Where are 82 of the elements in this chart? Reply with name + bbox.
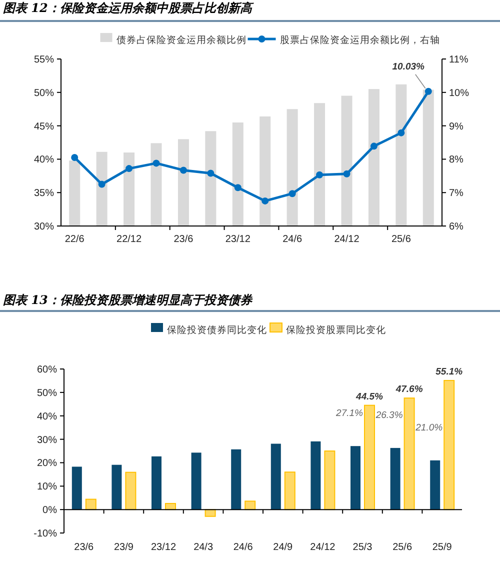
bar [112,464,122,510]
point [370,142,378,150]
legend-label: 保险投资股票同比变化 [286,324,386,336]
x-tick-label: 24/6 [233,542,254,553]
point [98,180,106,188]
x-tick-label: 25/6 [391,234,412,245]
chart-title: 图表 13：保险投资股票增速明显高于投资债券 [3,293,253,307]
x-tick-label: 23/12 [225,234,251,245]
bar [284,472,296,510]
x-tick-label: 24/12 [310,542,336,553]
bar [390,448,400,510]
bar [310,441,321,510]
x-tick-label: 24/3 [194,542,214,553]
point [71,154,78,162]
point [288,190,296,198]
bar [444,380,455,510]
x-tick-label: 22/12 [116,234,142,245]
x-tick-label: 25/3 [352,542,373,553]
bar [270,444,281,510]
bar [324,450,336,510]
y2-tick-label: 10% [449,88,470,99]
legend-label: 股票占保险资金运用余额比例，右轴 [280,34,440,46]
y-tick-label: 40% [34,154,54,166]
bar [430,460,440,510]
point [424,88,432,95]
x-tick-label: 25/6 [392,542,412,553]
y-tick-label: 50% [36,388,58,399]
bar [350,446,360,510]
bar [152,456,162,510]
y2-tick-label: 7% [449,188,464,200]
bar [204,509,216,517]
point [180,166,187,174]
data-label: 26.3% [374,410,404,421]
data-label: 44.5% [355,391,384,402]
data-label: 47.6% [394,384,424,396]
y-tick-label: 10% [36,482,58,493]
legend-label: 债券占保险资金运用余额比例 [116,34,246,46]
legend-label: 保险投资债券同比变化 [167,324,267,336]
bar [125,472,136,510]
data-label: 10.03% [392,61,426,72]
x-tick-label: 24/9 [273,542,294,553]
x-tick-label: 23/12 [150,542,176,553]
y2-tick-label: 11% [449,54,468,66]
y-tick-label: 20% [36,458,58,470]
x-tick-label: 23/6 [174,234,194,245]
bar [244,500,256,510]
point [234,184,242,192]
y2-tick-label: 8% [449,154,464,166]
y-tick-label: 60% [36,364,58,376]
point [343,170,350,178]
y-tick-label: 55% [34,54,54,66]
y-tick-label: 30% [34,222,54,232]
bar [231,449,242,510]
bar [72,466,82,510]
x-tick-label: 24/12 [334,234,360,245]
y2-tick-label: 6% [449,222,464,232]
x-tick-label: 23/6 [74,542,94,553]
x-tick-label: 23/9 [114,542,134,553]
data-label: 27.1% [335,408,364,420]
y-tick-label: 35% [34,188,54,200]
point [152,160,160,167]
x-tick-label: 25/9 [432,542,452,553]
y-tick-label: 45% [34,121,54,132]
y-tick-label: 40% [36,411,58,422]
point [126,165,133,172]
chart-title: 图表 12：保险资金运用余额中股票占比创新高 [3,1,254,15]
y2-tick-label: 9% [449,121,464,132]
bar [404,398,415,510]
y-tick-label: 50% [34,88,54,99]
x-tick-label: 22/6 [64,234,85,245]
data-label: 55.1% [436,366,464,378]
y-tick-label: 30% [36,434,58,446]
y-tick-label: -10% [34,528,58,540]
data-label: 21.0% [414,422,444,434]
bar [191,452,202,510]
point [262,197,269,204]
point [316,171,324,178]
point [207,170,214,177]
x-tick-label: 24/6 [282,234,302,245]
bar [364,404,375,510]
y-tick-label: 0% [42,505,58,516]
point [398,129,405,136]
